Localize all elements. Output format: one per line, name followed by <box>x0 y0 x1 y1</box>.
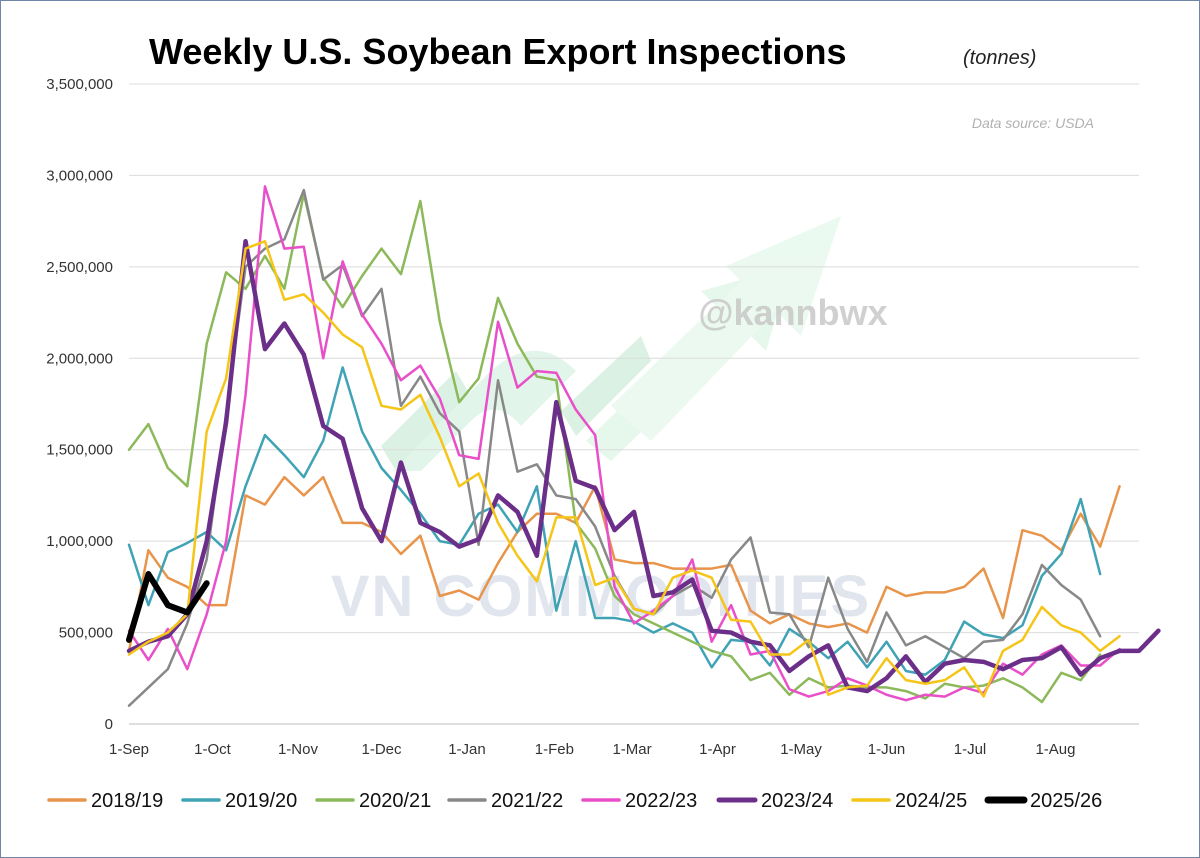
legend-label: 2020/21 <box>359 790 431 812</box>
x-tick-label: 1-Sep <box>109 741 149 758</box>
y-tick-label: 3,000,000 <box>46 167 113 184</box>
watermark-arrow-graphic <box>381 216 841 471</box>
chart-subtitle: (tonnes) <box>963 47 1036 69</box>
series-lines <box>126 185 1161 707</box>
series-line-2018-19 <box>127 475 1121 653</box>
y-tick-label: 500,000 <box>59 625 113 642</box>
series-line-2022-23 <box>127 185 1121 702</box>
series-line-2025-26 <box>126 571 210 643</box>
x-tick-label: 1-Nov <box>278 741 319 758</box>
x-tick-label: 1-Feb <box>535 741 574 758</box>
x-tick-label: 1-May <box>780 741 822 758</box>
legend-label: 2024/25 <box>895 790 967 812</box>
y-tick-label: 3,500,000 <box>46 76 113 93</box>
data-source-note: Data source: USDA <box>972 115 1094 131</box>
y-axis: 0 500,000 1,000,000 1,500,000 2,000,000 2,500… <box>46 76 113 733</box>
legend: 2018/19 2019/20 2020/21 2021/22 2022/23 2023/… <box>47 790 1102 812</box>
legend-label: 2023/24 <box>761 790 833 812</box>
x-tick-label: 1-Oct <box>194 741 232 758</box>
x-tick-label: 1-Mar <box>612 741 651 758</box>
legend-label: 2022/23 <box>625 790 697 812</box>
y-tick-label: 2,000,000 <box>46 350 113 367</box>
chart-title: Weekly U.S. Soybean Export Inspections <box>149 31 847 72</box>
legend-label: 2019/20 <box>225 790 297 812</box>
watermark-brand: VN COMMODITIES <box>331 564 871 629</box>
y-tick-label: 1,000,000 <box>46 533 113 550</box>
x-tick-label: 1-Aug <box>1035 741 1075 758</box>
legend-label: 2025/26 <box>1030 790 1102 812</box>
watermark-handle: @kannbwx <box>698 292 887 333</box>
y-tick-label: 0 <box>105 716 113 733</box>
series-line-2019-20 <box>127 366 1102 676</box>
x-tick-label: 1-Jun <box>868 741 906 758</box>
x-tick-label: 1-Jan <box>448 741 486 758</box>
series-line-2024-25 <box>127 240 1121 698</box>
legend-label: 2018/19 <box>91 790 163 812</box>
x-tick-label: 1-Dec <box>361 741 402 758</box>
series-line-2021-22 <box>127 188 1102 707</box>
series-line-2023-24 <box>126 239 1161 694</box>
x-axis: 1-Sep 1-Oct 1-Nov 1-Dec 1-Jan 1-Feb 1-Mar 1-Apr… <box>109 723 1139 758</box>
y-tick-label: 2,500,000 <box>46 259 113 276</box>
x-tick-label: 1-Apr <box>699 741 736 758</box>
series-line-2020-21 <box>127 192 1102 704</box>
legend-label: 2021/22 <box>491 790 563 812</box>
y-tick-label: 1,500,000 <box>46 442 113 459</box>
x-tick-label: 1-Jul <box>954 741 987 758</box>
